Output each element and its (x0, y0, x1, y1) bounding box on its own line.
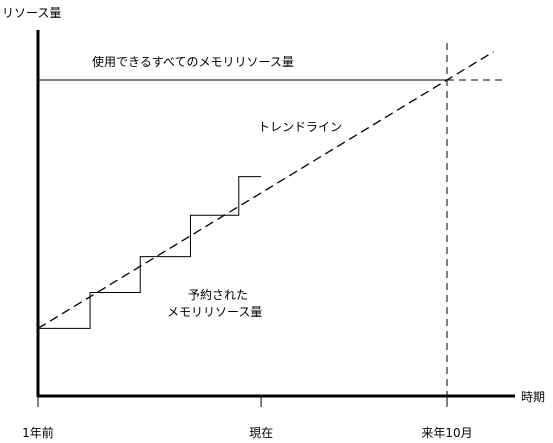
y-axis-label: リソース量 (2, 6, 61, 20)
series (37, 43, 505, 397)
reserved-label-line-2: メモリリソース量 (167, 305, 262, 319)
trend-line (37, 51, 494, 329)
tick-marks (37, 397, 448, 407)
trend-label: トレンドライン (258, 120, 342, 134)
x-tick-label: 現在 (249, 426, 273, 440)
tick-labels: 1年前 現在 来年10月 (22, 425, 472, 440)
x-axis-label: 時期 (521, 390, 545, 404)
x-tick-label: 来年10月 (421, 426, 472, 440)
reserved-steps-line (38, 176, 262, 329)
x-tick-label: 1年前 (22, 425, 54, 440)
reserved-label-line-1: 予約された (188, 287, 248, 302)
capacity-label: 使用できるすべてのメモリリソース量 (92, 54, 294, 69)
